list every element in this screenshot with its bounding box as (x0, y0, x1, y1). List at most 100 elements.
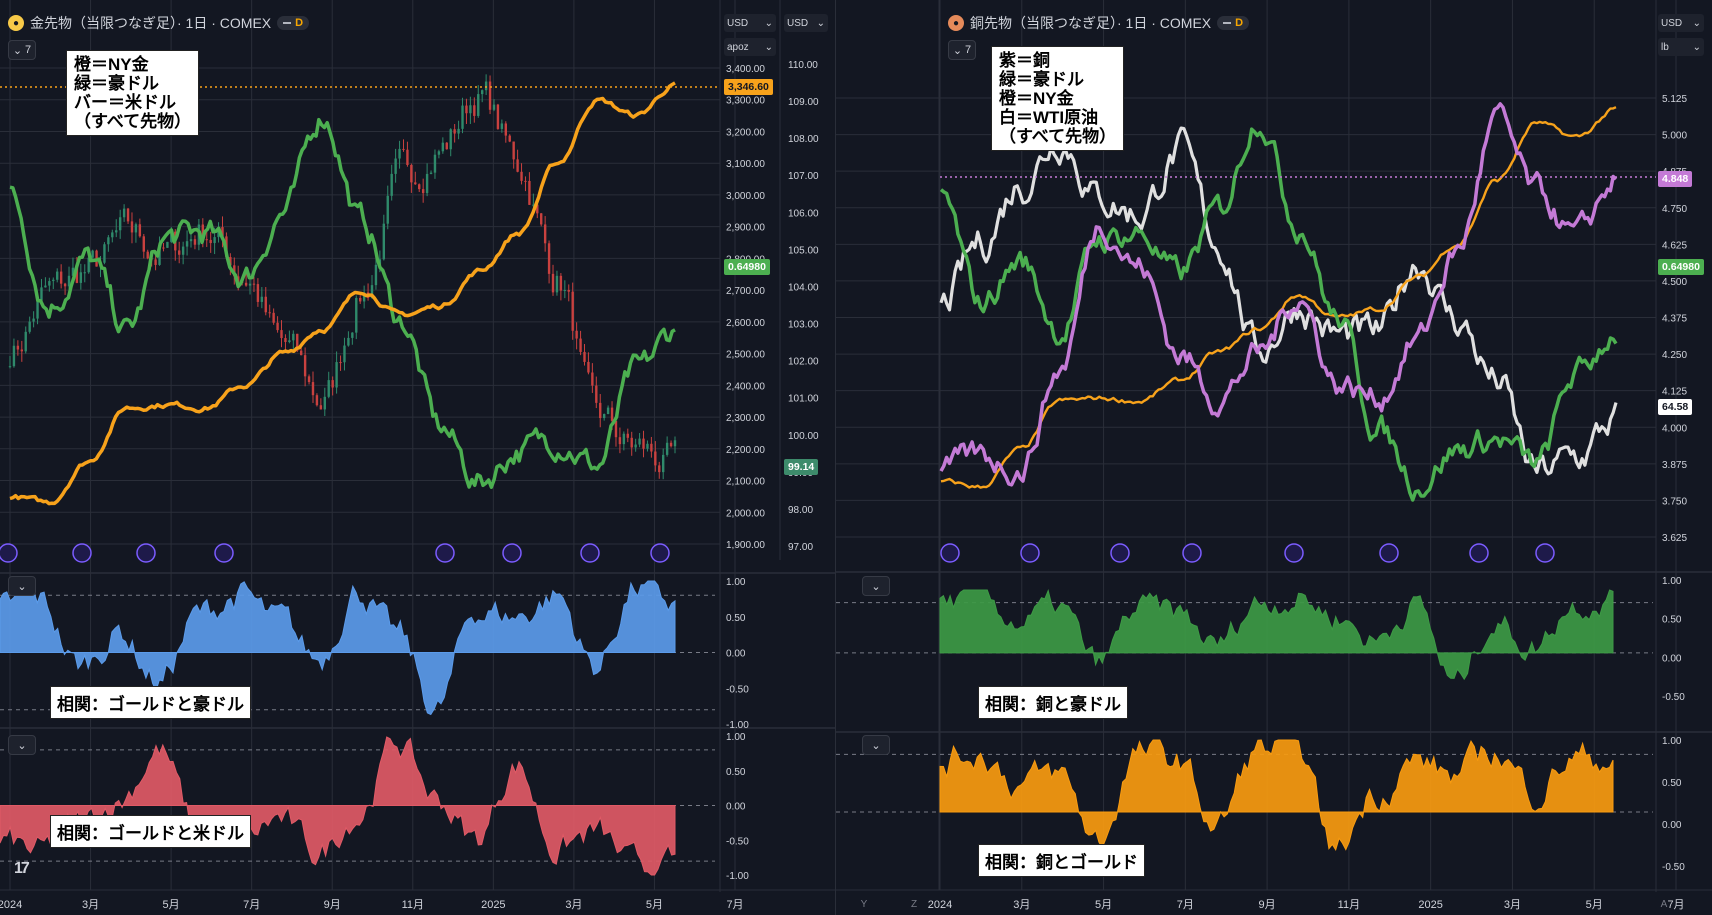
time-axis-label: 11月 (402, 899, 424, 911)
dxy-candle (118, 217, 122, 231)
price-axis-label: 2,700.00 (726, 286, 765, 297)
price-axis-label: 2,900.00 (726, 223, 765, 234)
timezone-y-button[interactable]: Y (860, 898, 868, 910)
dxy-candle (638, 438, 641, 445)
left-chart-canvas[interactable]: 2024 3月 5月 7月 9月 11月 2025 3月 5月 7月 3,400.00 3,300.0… (0, 0, 835, 915)
corr-axis-label: 0.50 (1662, 778, 1682, 789)
dxy-candle (319, 405, 323, 410)
corr2-collapse-button[interactable]: ⌄ (8, 735, 36, 755)
dxy-candle (536, 204, 539, 214)
corr-axis-label: 0.00 (726, 649, 746, 660)
event-marker-icon (1379, 543, 1399, 563)
dxy-candle (288, 340, 291, 343)
dxy-candle (410, 165, 413, 183)
dxy-candle (355, 297, 358, 333)
dxy-candle (229, 257, 232, 266)
left-dxy-currency-select[interactable]: USD ⌄ (784, 14, 828, 32)
dxy-candle (91, 250, 94, 258)
price-axis-label: 2,300.00 (726, 413, 765, 424)
dxy-candle (142, 236, 145, 252)
dxy-candle (52, 279, 55, 282)
corr-axis-label: 1.00 (726, 577, 746, 588)
corr-gold-aud-label: 相関：ゴールドと豪ドル (50, 686, 251, 719)
dxy-candle (567, 289, 570, 292)
dxy-candle (260, 296, 264, 302)
dxy-axis-label: 110.00 (788, 60, 818, 71)
price-axis-label: 3,100.00 (726, 159, 765, 170)
corr-axis-label: 0.00 (1662, 653, 1682, 664)
time-axis-label: 7月 (1667, 899, 1684, 911)
auto-scale-button[interactable]: A (1660, 898, 1668, 910)
dxy-axis-label: 101.00 (788, 394, 819, 405)
dxy-candle (303, 355, 307, 377)
dxy-candle (111, 232, 114, 238)
dxy-candle (362, 292, 366, 302)
right-chart-title: 銅先物（当限つなぎ足）· 1日 · COMEX (970, 15, 1212, 31)
aud-series-line (9, 117, 676, 489)
dxy-candle (449, 129, 452, 150)
left-chart-title: 金先物（当限つなぎ足）· 1日 · COMEX (30, 15, 272, 31)
dxy-candle (134, 224, 138, 233)
right-currency-select[interactable]: USD ⌄ (1658, 14, 1704, 32)
dxy-axis-label: 97.00 (788, 542, 813, 553)
chevron-down-icon: ⌄ (816, 17, 825, 29)
chevron-down-icon: ⌄ (871, 580, 881, 593)
dxy-axis-label: 106.00 (788, 208, 819, 219)
dxy-candle (374, 264, 378, 286)
dxy-candle (457, 128, 460, 134)
time-axis-label: 2024 (928, 899, 952, 911)
dxy-candle (126, 208, 130, 222)
dxy-candle (540, 213, 543, 225)
corr-axis-label: 1.00 (1662, 736, 1682, 747)
dxy-candle (296, 333, 299, 351)
dxy-candle (75, 267, 79, 283)
left-interval-badge[interactable]: D (277, 16, 310, 30)
time-axis-label: 3月 (1013, 899, 1030, 911)
dxy-candle (414, 182, 417, 185)
dxy-candle (661, 454, 665, 473)
left-unit-select[interactable]: apoz ⌄ (724, 38, 776, 56)
right-chart-canvas[interactable]: 20243月5月7月9月11月20253月5月7月5.1255.0004.875… (836, 0, 1712, 915)
dxy-candle (406, 149, 409, 166)
price-axis-label: 3.750 (1662, 496, 1687, 507)
corr2-collapse-button[interactable]: ⌄ (862, 735, 890, 755)
dxy-candle (512, 141, 515, 160)
right-unit-select[interactable]: lb ⌄ (1658, 38, 1704, 56)
dxy-candle (524, 180, 527, 182)
left-currency-select[interactable]: USD ⌄ (724, 14, 776, 32)
dxy-candle (79, 272, 83, 283)
right-interval-badge[interactable]: D (1217, 16, 1250, 30)
dxy-candle (370, 285, 374, 299)
timezone-z-button[interactable]: Z (910, 898, 918, 910)
right-legend-collapse-button[interactable]: ⌄ 7 (948, 40, 976, 60)
dxy-candle (122, 208, 126, 218)
price-axis-label: 3,300.00 (726, 96, 765, 107)
dxy-candle (563, 289, 567, 291)
legend-line: 白＝WTI原油 (999, 108, 1099, 127)
corr-axis-label: 0.00 (1662, 820, 1682, 831)
dxy-candle (500, 123, 504, 129)
dxy-axis-label: 108.00 (788, 134, 819, 145)
dxy-candle (532, 204, 535, 206)
chevron-down-icon: ⌄ (1692, 17, 1701, 29)
dxy-candle (614, 420, 618, 438)
aud-last-price-tag: 0.64980 (724, 259, 770, 275)
currency-label: USD (727, 17, 749, 29)
corr-axis-label: -1.00 (726, 871, 749, 882)
aud-series-line (939, 127, 1618, 502)
corr-copper-aud-label: 相関：銅と豪ドル (978, 686, 1128, 719)
dxy-candle (299, 350, 303, 356)
minus-icon (1223, 22, 1232, 24)
dxy-candle (508, 135, 511, 142)
time-axis-label: 3月 (82, 899, 99, 911)
corr1-collapse-button[interactable]: ⌄ (8, 576, 36, 596)
dxy-candle (496, 104, 500, 129)
event-marker-icon (940, 543, 960, 563)
corr1-collapse-button[interactable]: ⌄ (862, 576, 890, 596)
price-axis-label: 4.500 (1662, 277, 1687, 288)
dxy-candle (445, 142, 448, 150)
event-marker-icon (650, 543, 670, 563)
left-legend-collapse-button[interactable]: ⌄ 7 (8, 40, 36, 60)
corr-axis-label: -0.50 (726, 684, 749, 695)
dxy-candle (398, 148, 401, 159)
